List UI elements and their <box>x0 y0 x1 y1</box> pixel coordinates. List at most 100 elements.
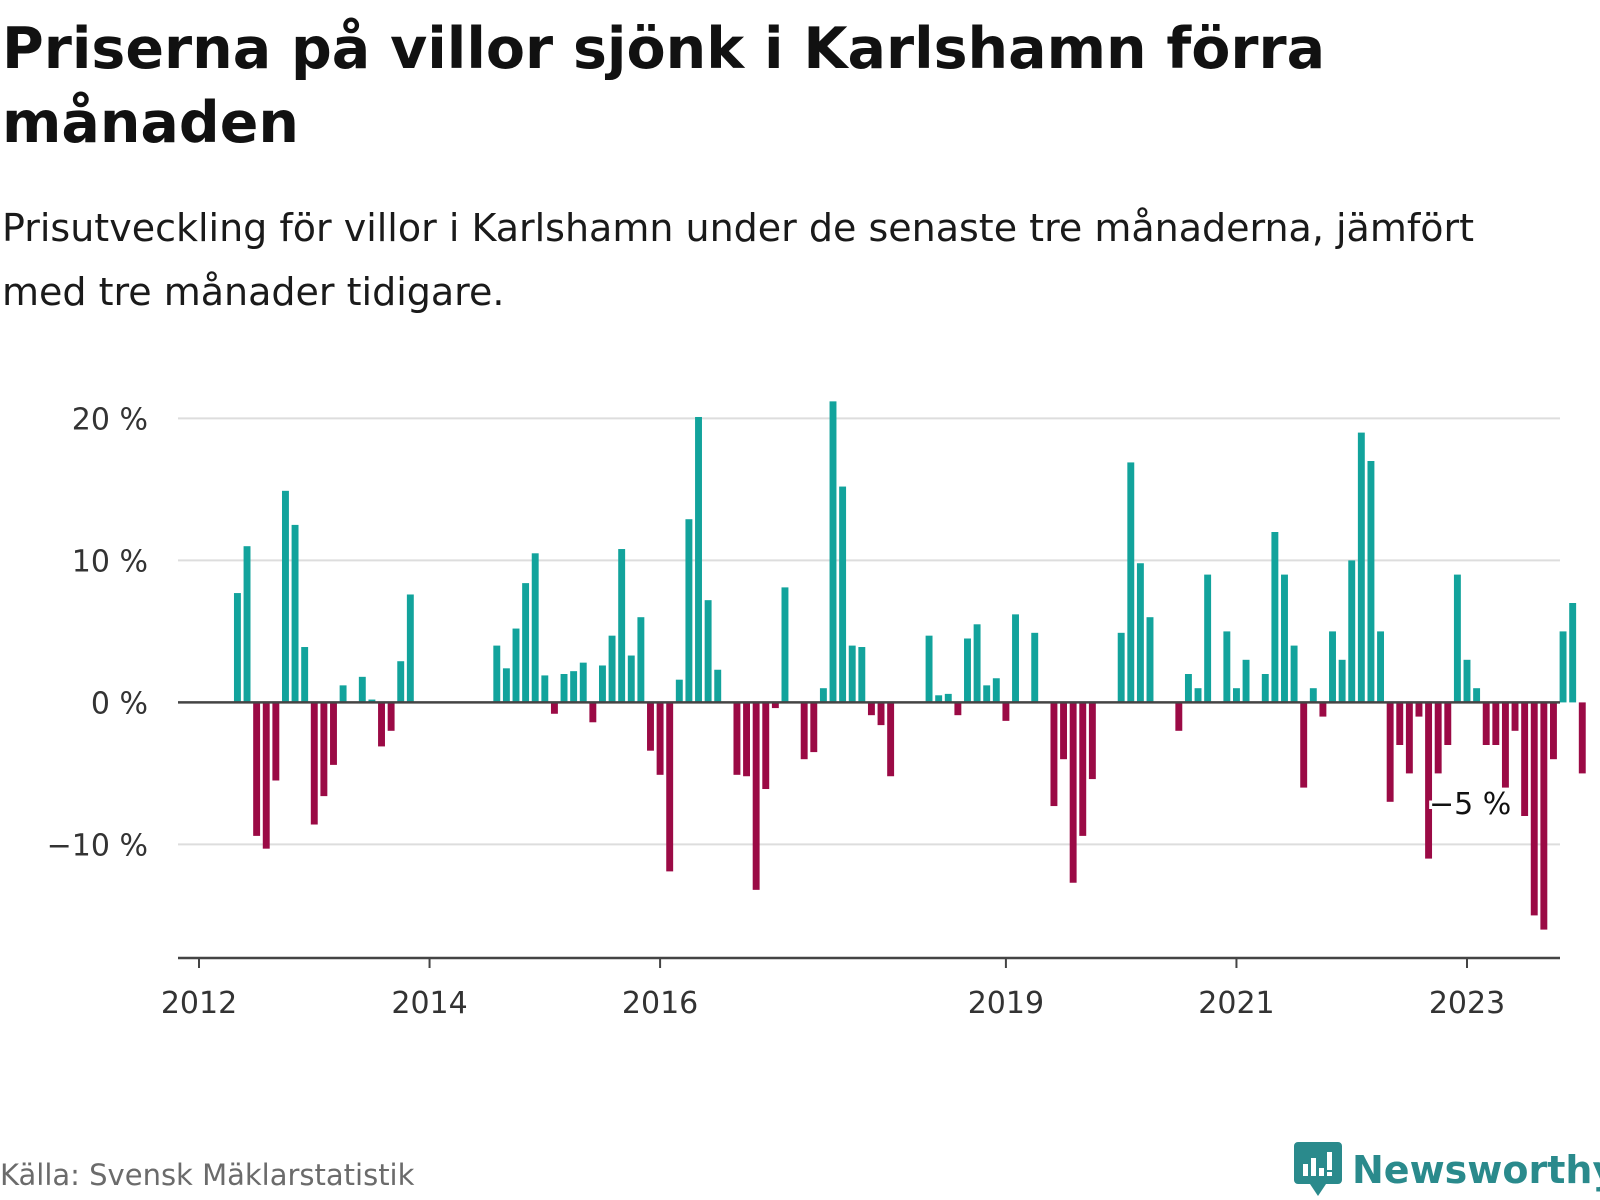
bar <box>262 702 270 849</box>
bar <box>387 702 395 731</box>
bar <box>598 665 606 703</box>
bar <box>637 617 645 703</box>
bar <box>1002 702 1010 721</box>
bar <box>992 678 1000 703</box>
bar <box>272 702 280 781</box>
bar <box>1271 532 1279 703</box>
bar <box>253 702 261 836</box>
bar <box>541 675 549 703</box>
bar <box>1463 659 1471 703</box>
bar <box>983 685 991 703</box>
bar <box>1319 702 1327 717</box>
bar <box>1453 574 1461 703</box>
bar <box>695 416 702 703</box>
bar <box>1377 631 1385 703</box>
bar <box>1136 563 1144 703</box>
bar <box>1569 603 1577 703</box>
bar <box>1405 702 1413 774</box>
bar <box>839 486 847 703</box>
bar <box>310 702 318 825</box>
bar <box>233 593 241 703</box>
bar <box>1444 702 1452 745</box>
bar <box>647 702 654 751</box>
bar <box>1050 702 1058 807</box>
bar <box>570 671 578 703</box>
last-value-annotation: −5 % <box>1429 787 1511 822</box>
bar <box>800 702 808 760</box>
bars <box>233 401 1586 930</box>
bar <box>944 693 952 703</box>
bar <box>1511 702 1519 731</box>
bar <box>675 679 683 703</box>
bar <box>589 702 597 723</box>
newsworthy-logo-icon <box>1294 1142 1342 1196</box>
bar <box>550 702 558 714</box>
bar <box>579 662 587 703</box>
bar <box>1501 702 1509 788</box>
x-tick-label: 2021 <box>1198 986 1274 1021</box>
bar <box>397 661 405 703</box>
bar <box>1204 574 1212 703</box>
bar <box>291 524 299 703</box>
bar <box>502 668 510 703</box>
bar <box>522 583 530 703</box>
bar <box>320 702 328 797</box>
bar <box>733 702 741 775</box>
bar <box>1175 702 1183 731</box>
bar <box>1559 631 1567 703</box>
bar <box>378 702 385 747</box>
x-tick-label: 2019 <box>968 986 1044 1021</box>
bar <box>330 702 337 765</box>
bar <box>1482 702 1490 745</box>
bar <box>1079 702 1087 836</box>
bar <box>1290 645 1298 703</box>
tick-labels: 20 % 10 % 0 % −10 % 2012 2014 2016 2019 2021 2023 <box>47 402 1506 1021</box>
bar <box>493 645 501 703</box>
bar <box>1194 688 1202 703</box>
bar <box>858 647 866 703</box>
bar <box>1348 560 1356 703</box>
bar <box>714 669 722 703</box>
bar <box>1425 702 1433 859</box>
bar <box>1434 702 1442 774</box>
bar <box>666 702 674 872</box>
bar <box>771 702 779 709</box>
bar <box>1223 631 1231 703</box>
x-tick-label: 2014 <box>391 986 467 1021</box>
chart-title: Priserna på villor sjönk i Karlshamn för… <box>2 16 1326 156</box>
bar <box>1127 462 1135 703</box>
bar <box>1088 702 1096 780</box>
bar <box>819 688 827 703</box>
bar <box>531 553 539 703</box>
bar <box>704 600 712 703</box>
bar <box>1060 702 1068 760</box>
chart-subtitle: Prisutveckling för villor i Karlshamn un… <box>2 206 1474 314</box>
bar <box>301 647 309 703</box>
axes <box>178 701 1560 968</box>
bar <box>1329 631 1336 703</box>
x-tick-label: 2023 <box>1429 986 1505 1021</box>
bar <box>1338 659 1346 703</box>
bar <box>512 628 520 703</box>
bar <box>243 546 251 703</box>
bar <box>339 685 347 703</box>
bar <box>743 702 751 777</box>
bar <box>1473 688 1481 703</box>
bar <box>1300 702 1308 788</box>
newsworthy-logo: Newsworthy <box>1292 1140 1600 1200</box>
bar <box>954 702 962 716</box>
bar <box>608 635 616 703</box>
bar <box>867 702 875 716</box>
bar <box>877 702 885 726</box>
bar <box>406 594 414 703</box>
y-tick-label: 10 % <box>72 544 148 579</box>
bar <box>1242 659 1250 703</box>
bar <box>1012 614 1019 703</box>
bar <box>964 638 971 703</box>
bar <box>762 702 770 790</box>
bar <box>1069 702 1077 883</box>
bar <box>1549 702 1557 760</box>
newsworthy-logo-text: Newsworthy <box>1352 1148 1600 1192</box>
x-tick-label: 2012 <box>161 986 237 1021</box>
bar <box>618 549 626 703</box>
